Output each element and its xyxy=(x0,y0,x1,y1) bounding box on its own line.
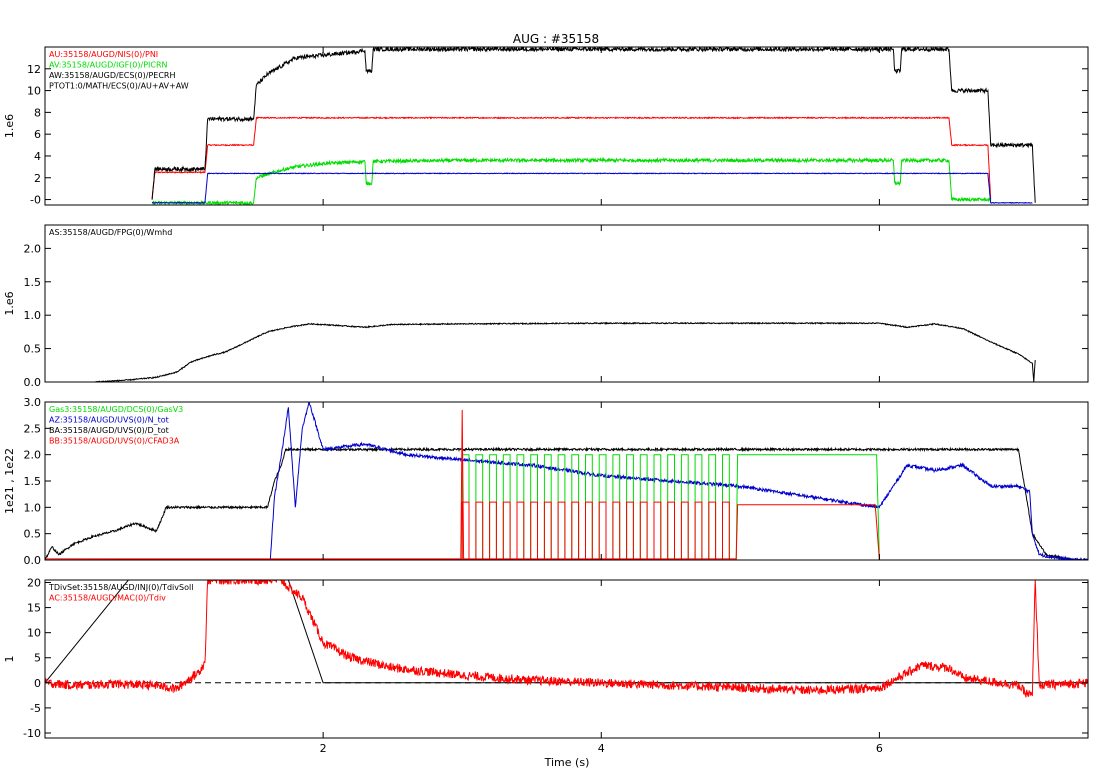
series-line-4 xyxy=(151,47,1036,203)
series-line-1 xyxy=(93,321,1036,382)
y-tick-label: 2.0 xyxy=(24,449,42,462)
series-line-3 xyxy=(151,172,1033,204)
y-tick-label: 6 xyxy=(34,128,41,141)
y-tick-label: 10 xyxy=(27,627,41,640)
y-tick-label: 4 xyxy=(34,150,41,163)
series-group xyxy=(45,580,1088,698)
x-axis-label: Time (s) xyxy=(544,756,590,769)
y-tick-label: 20 xyxy=(27,577,41,590)
legend-entry: BB:35158/AUGD/UVS(0)/CFAD3A xyxy=(49,437,180,446)
y-tick-label: 0.5 xyxy=(24,528,42,541)
series-line-1 xyxy=(151,116,992,200)
panel-3: 0.0 0.5 1.0 1.5 2.0 2.5 3.0 1e21 , 1e22 Gas3:351… xyxy=(3,396,1089,567)
x-tick-label: 2 xyxy=(320,742,327,755)
y-tick-label: -0 xyxy=(30,194,41,207)
chart-title: AUG : #35158 xyxy=(513,32,599,46)
y-tick-label: 15 xyxy=(27,602,41,615)
y-axis-label: 1e21 , 1e22 xyxy=(3,448,16,514)
series-line-2 xyxy=(151,156,992,205)
plot-frame xyxy=(44,224,1089,383)
y-tick-label: 2.5 xyxy=(24,422,42,435)
legend-entry: AZ:35158/AUGD/UVS(0)/N_tot xyxy=(49,416,169,425)
y-axis-label: 1.e6 xyxy=(3,291,16,315)
legend-entry: PTOT1:0/MATH/ECS(0)/AU+AV+AW xyxy=(49,82,189,91)
y-tick-label: 0 xyxy=(34,677,41,690)
series-line-3 xyxy=(45,454,1088,560)
y-tick-label: 0.0 xyxy=(24,376,42,389)
y-tick-label: 5 xyxy=(34,652,41,665)
legend-entry: AW:35158/AUGD/ECS(0)/PECRH xyxy=(49,71,175,80)
plot-frame xyxy=(44,401,1089,561)
series-line-1 xyxy=(45,446,1088,560)
y-tick-label: 0.0 xyxy=(24,554,42,567)
y-tick-label: -10 xyxy=(23,727,41,740)
legend-entry: AU:35158/AUGD/NIS(0)/PNI xyxy=(49,50,158,59)
y-tick-label: 2.0 xyxy=(24,242,42,255)
plot-frame xyxy=(44,579,1089,739)
y-tick-label: 12 xyxy=(27,63,41,76)
series-group xyxy=(151,47,1036,205)
series-group xyxy=(45,402,1088,560)
plot-frame xyxy=(44,46,1089,206)
legend-entry: AV:35158/AUGD/IGF(0)/PICRN xyxy=(49,61,168,70)
series-group xyxy=(93,321,1036,382)
x-tick-label: 6 xyxy=(876,742,883,755)
y-tick-label: -5 xyxy=(30,702,41,715)
panel-1: -0 2 4 6 8 10 12 1.e6 AU:35158/AUGD/NIS(0)/PNI AV… xyxy=(3,46,1089,207)
y-tick-label: 3.0 xyxy=(24,396,42,409)
y-tick-label: 1.5 xyxy=(24,475,42,488)
panel-4: -10 -5 0 5 10 15 20 2 4 6 1 TDivSet:35158/AUGD/INJ(… xyxy=(3,577,1089,755)
panel-2: 0.0 0.5 1.0 1.5 2.0 1.e6 AS:35158/AUGD/FPG(0)/… xyxy=(3,224,1089,389)
y-axis-label: 1 xyxy=(3,656,16,663)
legend-entry: BA:35158/AUGD/UVS(0)/D_tot xyxy=(49,426,169,435)
legend-entry: TDivSet:35158/AUGD/INJ(0)/TdivSoll xyxy=(48,583,193,592)
y-tick-label: 10 xyxy=(27,85,41,98)
y-tick-label: 1.0 xyxy=(24,501,42,514)
y-axis-label: 1.e6 xyxy=(3,114,16,138)
series-line-3 xyxy=(45,580,1088,698)
legend-entry: AC:35158/AUGD/MAC(0)/Tdiv xyxy=(49,594,166,603)
y-tick-label: 1.0 xyxy=(24,309,42,322)
y-tick-label: 1.5 xyxy=(24,276,42,289)
legend-entry: Gas3:35158/AUGD/DCS(0)/GasV3 xyxy=(49,405,183,414)
legend-entry: AS:35158/AUGD/FPG(0)/Wmhd xyxy=(49,228,172,237)
series-line-2 xyxy=(269,402,1088,560)
series-line-2 xyxy=(45,580,1088,684)
y-tick-label: 0.5 xyxy=(24,343,42,356)
x-tick-label: 4 xyxy=(598,742,605,755)
y-tick-label: 2 xyxy=(34,172,41,185)
y-tick-label: 8 xyxy=(34,106,41,119)
series-line-4 xyxy=(45,409,1088,560)
